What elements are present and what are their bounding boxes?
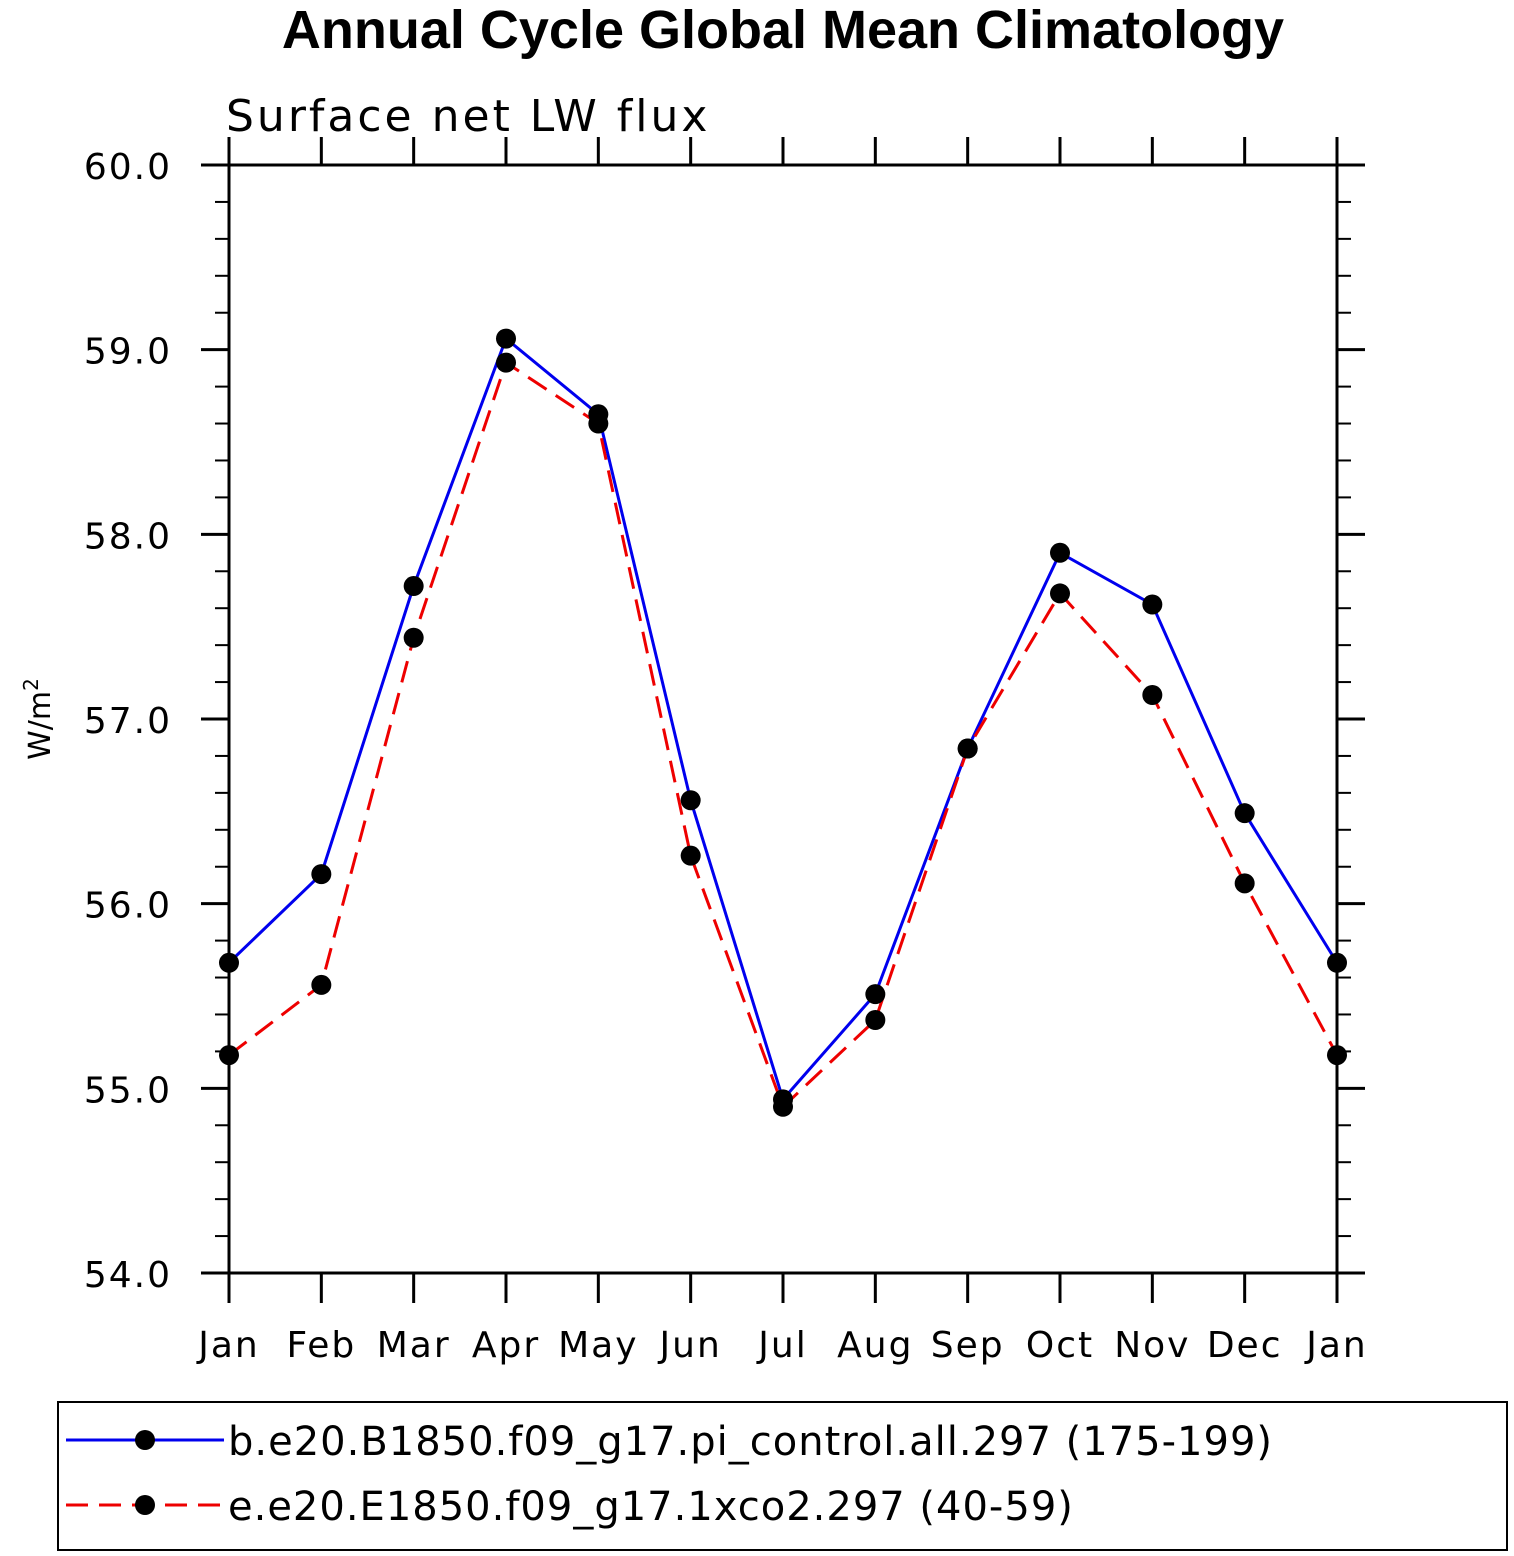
y-tick-label: 54.0 xyxy=(84,1255,172,1296)
series-line-1 xyxy=(227,336,1339,1103)
y-axis: 54.0 55.0 56.0 57.0 58.0 59.0 60.0 xyxy=(84,147,1365,1296)
x-tick-label: May xyxy=(558,1325,638,1366)
x-tick-label: Nov xyxy=(1114,1325,1190,1366)
y-tick-label: 56.0 xyxy=(84,886,172,927)
legend-box xyxy=(57,1401,1508,1551)
series-line-2 xyxy=(228,360,1339,1110)
y-axis-label-base: W/m xyxy=(23,691,58,760)
x-tick-label: Feb xyxy=(286,1325,356,1366)
legend-marker-2 xyxy=(135,1495,155,1515)
series-1-point xyxy=(219,952,239,973)
series-2-point xyxy=(588,413,609,434)
x-tick-label: Aug xyxy=(837,1325,913,1366)
x-tick-label: Jun xyxy=(658,1325,722,1366)
legend-label-2: e.e20.E1850.f09_g17.1xco2.297 (40-59) xyxy=(228,1484,1074,1530)
series-1-point xyxy=(1327,952,1347,973)
series-1-point xyxy=(865,984,886,1005)
series-1-point xyxy=(311,864,332,885)
y-tick-label: 59.0 xyxy=(84,332,172,373)
series-2-point xyxy=(957,738,978,759)
series-2-point xyxy=(1050,583,1070,604)
series-1-point xyxy=(403,576,424,597)
y-tick-label: 57.0 xyxy=(84,701,172,742)
series-2-point xyxy=(219,1045,239,1066)
series-2-point xyxy=(865,1010,886,1031)
series-1-point xyxy=(1142,594,1163,615)
x-axis: Jan Feb Mar Apr May Jun Jul Aug Sep Oct Nov Dec Jan xyxy=(196,137,1368,1366)
y-tick-label: 58.0 xyxy=(84,516,172,557)
x-tick-label: Jul xyxy=(756,1325,807,1366)
series-layer xyxy=(219,328,1347,1117)
x-tick-label: Mar xyxy=(377,1325,451,1366)
series-1-point xyxy=(1234,803,1255,824)
legend-marker-1 xyxy=(135,1430,155,1450)
series-1-point xyxy=(1050,542,1070,563)
legend: b.e20.B1850.f09_g17.pi_control.all.297 (… xyxy=(57,1401,1508,1551)
x-tick-label: Jan xyxy=(196,1325,260,1366)
y-axis-label: W/m2 xyxy=(19,678,58,760)
series-2-point xyxy=(403,627,424,648)
x-tick-label: Oct xyxy=(1026,1325,1094,1366)
x-tick-label: Jan xyxy=(1304,1325,1368,1366)
x-tick-label: Sep xyxy=(931,1325,1005,1366)
y-axis-label-superscript: 2 xyxy=(19,678,43,691)
series-1-point xyxy=(680,790,701,811)
series-2-point xyxy=(680,845,701,866)
series-2-point xyxy=(773,1096,793,1117)
y-tick-label: 55.0 xyxy=(84,1070,172,1111)
chart-title: Annual Cycle Global Mean Climatology xyxy=(282,0,1284,60)
series-2-point xyxy=(311,974,332,995)
series-1-point xyxy=(496,328,516,349)
series-2-point xyxy=(1142,684,1163,705)
chart-subtitle: Surface net LW flux xyxy=(226,91,710,142)
series-2-point xyxy=(1327,1045,1347,1066)
legend-label-1: b.e20.B1850.f09_g17.pi_control.all.297 (… xyxy=(228,1419,1273,1465)
y-tick-label: 60.0 xyxy=(84,147,172,188)
series-2-point xyxy=(1234,873,1255,894)
x-tick-label: Apr xyxy=(472,1325,540,1366)
x-tick-label: Dec xyxy=(1207,1325,1283,1366)
series-2-point xyxy=(496,352,516,373)
